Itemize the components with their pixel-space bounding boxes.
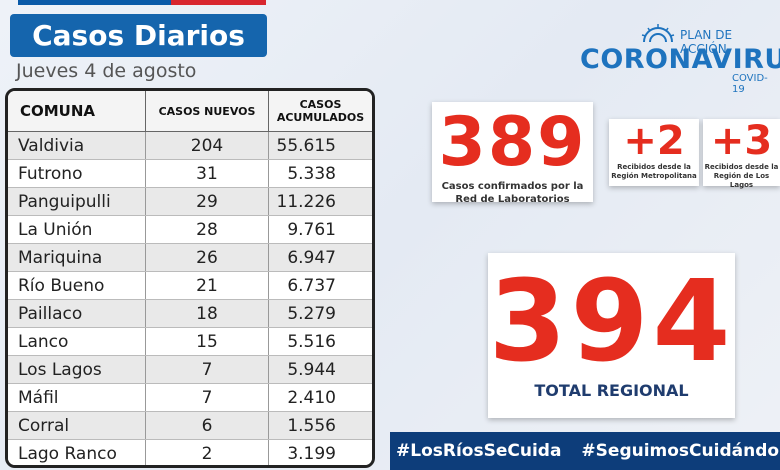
- table-row: Río Bueno 21 6.737: [8, 271, 372, 300]
- casos-nuevos-cell: 28: [145, 215, 269, 244]
- comuna-cell: Futrono: [8, 159, 146, 188]
- casos-acumulados-cell: 2.410: [268, 383, 372, 412]
- los-lagos-cases-card: +3 Recibidos desde la Región de Los Lago…: [703, 118, 780, 189]
- table-row: Corral 6 1.556: [8, 411, 372, 440]
- comuna-cell: Panguipulli: [8, 187, 146, 216]
- casos-nuevos-cell: 6: [145, 411, 269, 440]
- table-row: Máfil 7 2.410: [8, 383, 372, 412]
- logo-sub-text: COVID-19: [732, 73, 768, 95]
- casos-acumulados-cell: 9.761: [268, 215, 372, 244]
- los-lagos-cases-label-2: Región de Los Lagos: [713, 172, 770, 189]
- table-row: Mariquina 26 6.947: [8, 243, 372, 272]
- total-regional-card: 394 TOTAL REGIONAL: [488, 253, 735, 418]
- flag-strip: [18, 0, 266, 5]
- lab-cases-label-1: Casos confirmados por la: [441, 181, 584, 192]
- cases-table: COMUNA CASOS NUEVOS CASOS ACUMULADOS Val…: [5, 88, 375, 468]
- comuna-cell: Mariquina: [8, 243, 146, 272]
- table-row: Futrono 31 5.338: [8, 159, 372, 188]
- rm-cases-label-1: Recibidos desde la: [617, 163, 691, 171]
- sun-emblem-icon: [641, 24, 675, 43]
- lab-cases-card: 389 Casos confirmados por la Red de Labo…: [432, 102, 593, 205]
- comuna-cell: La Unión: [8, 215, 146, 244]
- casos-nuevos-cell: 2: [145, 439, 269, 465]
- hashtag-footer: #LosRíosSeCuida #SeguimosCuidándonos: [390, 432, 780, 470]
- casos-nuevos-cell: 21: [145, 271, 269, 300]
- table-row: Panguipulli 29 11.226: [8, 187, 372, 216]
- casos-acumulados-cell: 55.615: [268, 131, 372, 160]
- logo-main-text: CORONAVIRUS: [580, 44, 780, 75]
- rm-cases-label-2: Región Metropolitana: [611, 172, 697, 180]
- hashtag-los-rios: #LosRíosSeCuida: [396, 441, 562, 461]
- table-header-row: COMUNA CASOS NUEVOS CASOS ACUMULADOS: [8, 91, 372, 132]
- rm-cases-value: +2: [623, 118, 685, 164]
- total-regional-value: 394: [488, 257, 735, 387]
- lab-cases-value: 389: [438, 103, 587, 182]
- casos-nuevos-cell: 15: [145, 327, 269, 356]
- los-lagos-cases-label-1: Recibidos desde la: [704, 163, 779, 171]
- table-row: Lanco 15 5.516: [8, 327, 372, 356]
- casos-nuevos-cell: 7: [145, 383, 269, 412]
- casos-acumulados-cell: 6.737: [268, 271, 372, 300]
- casos-nuevos-cell: 7: [145, 355, 269, 384]
- table-row: La Unión 28 9.761: [8, 215, 372, 244]
- hashtag-seguimos: #SeguimosCuidándonos: [581, 441, 780, 461]
- comuna-cell: Corral: [8, 411, 146, 440]
- casos-acumulados-cell: 1.556: [268, 411, 372, 440]
- casos-acumulados-cell: 5.338: [268, 159, 372, 188]
- title-banner: Casos Diarios: [10, 14, 267, 57]
- comuna-cell: Máfil: [8, 383, 146, 412]
- report-date: Jueves 4 de agosto: [16, 60, 197, 82]
- table-row: Lago Ranco 2 3.199: [8, 439, 372, 465]
- comuna-cell: Río Bueno: [8, 271, 146, 300]
- table-row: Los Lagos 7 5.944: [8, 355, 372, 384]
- comuna-cell: Lago Ranco: [8, 439, 146, 465]
- casos-nuevos-cell: 26: [145, 243, 269, 272]
- casos-acumulados-cell: 11.226: [268, 187, 372, 216]
- casos-nuevos-cell: 18: [145, 299, 269, 328]
- casos-acumulados-cell: 5.944: [268, 355, 372, 384]
- comuna-cell: Paillaco: [8, 299, 146, 328]
- rm-cases-card: +2 Recibidos desde la Región Metropolita…: [609, 119, 699, 186]
- table-body: Valdivia 204 55.615 Futrono 31 5.338 Panguipul…: [8, 131, 372, 465]
- logo-plan-text: PLAN DE ACCIÓN: [680, 28, 733, 56]
- header-casos-acumulados: CASOS ACUMULADOS: [268, 91, 372, 132]
- comuna-cell: Valdivia: [8, 131, 146, 160]
- comuna-cell: Los Lagos: [8, 355, 146, 384]
- casos-nuevos-cell: 31: [145, 159, 269, 188]
- table-row: Paillaco 18 5.279: [8, 299, 372, 328]
- casos-nuevos-cell: 29: [145, 187, 269, 216]
- total-regional-label: TOTAL REGIONAL: [534, 381, 689, 400]
- los-lagos-cases-value: +3: [710, 118, 773, 164]
- page-title: Casos Diarios: [32, 19, 245, 52]
- casos-acumulados-cell: 3.199: [268, 439, 372, 465]
- coronavirus-logo: PLAN DE ACCIÓN CORONAVIRUS COVID-19: [580, 20, 780, 95]
- table-row: Valdivia 204 55.615: [8, 131, 372, 160]
- comuna-cell: Lanco: [8, 327, 146, 356]
- lab-cases-label-2: Red de Laboratorios: [455, 194, 570, 205]
- header-casos-nuevos: CASOS NUEVOS: [145, 91, 269, 132]
- casos-nuevos-cell: 204: [145, 131, 269, 160]
- casos-acumulados-cell: 6.947: [268, 243, 372, 272]
- casos-acumulados-cell: 5.279: [268, 299, 372, 328]
- casos-acumulados-cell: 5.516: [268, 327, 372, 356]
- header-comuna: COMUNA: [8, 91, 146, 132]
